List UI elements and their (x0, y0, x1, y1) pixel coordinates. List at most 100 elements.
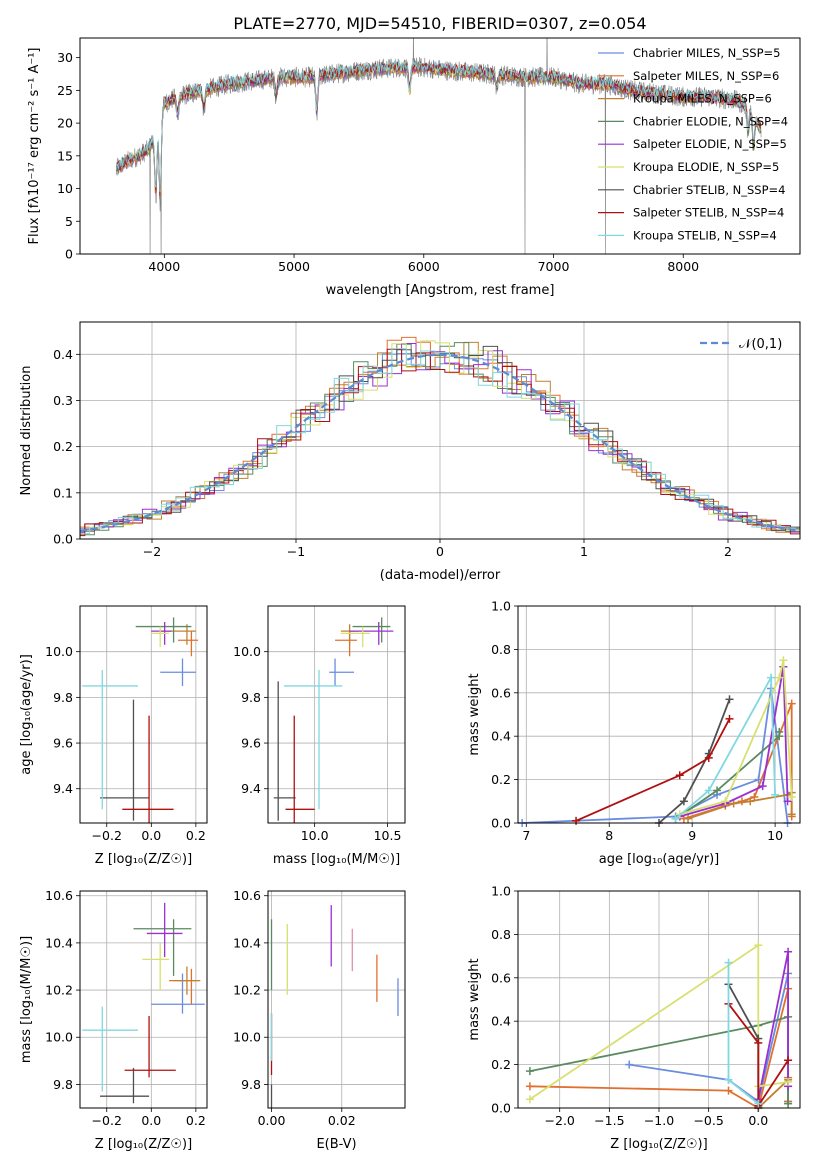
spectrum-lines (115, 38, 762, 254)
y-axis-label: mass weight (467, 958, 482, 1040)
errorbar-point (160, 624, 196, 645)
y-axis-label: Flux [fλ10⁻¹⁷ erg cm⁻² s⁻¹ A⁻¹] (27, 48, 42, 245)
legend-label: Kroupa MILES, N_SSP=6 (633, 92, 772, 106)
y-tick-label: 0 (65, 247, 73, 262)
errorbar-point (133, 919, 192, 976)
y-tick-label: 0.8 (491, 927, 511, 942)
weight-marker (754, 1099, 763, 1108)
y-tick-label: 0.6 (491, 970, 511, 985)
x-tick-label: −1 (287, 544, 305, 559)
y-tick-label: 1.0 (491, 599, 511, 614)
x-tick-label: −0.5 (693, 1113, 723, 1128)
figure-title: PLATE=2770, MJD=54510, FIBERID=0307, z=0… (233, 14, 646, 33)
x-tick-label: 9 (688, 828, 696, 843)
x-tick-label: −2 (143, 544, 161, 559)
axes-frame (79, 321, 801, 540)
y-tick-label: 0.2 (491, 1057, 511, 1072)
weight-marker (754, 941, 763, 950)
legend-label: Salpeter MILES, N_SSP=6 (633, 69, 779, 83)
errorbar-point (178, 631, 199, 657)
weight-marker (784, 1056, 793, 1065)
weight-marker (725, 695, 734, 704)
errorbar-point (340, 624, 359, 645)
x-tick-label: 0 (436, 544, 444, 559)
x-axis-label: Z [log₁₀(Z/Z☉)] (95, 1137, 192, 1152)
x-tick-label: −0.2 (92, 828, 122, 843)
y-tick-label: 9.8 (53, 1077, 73, 1092)
weight-series-line (727, 962, 759, 1105)
weight-marker (724, 1086, 733, 1095)
y-tick-label: 0.0 (491, 816, 511, 831)
y-tick-label: 0.6 (491, 685, 511, 700)
y-axis-label: mass weight (467, 673, 482, 755)
weight-marker (775, 727, 784, 736)
x-tick-label: 0.0 (141, 1113, 161, 1128)
errorbar-points (82, 617, 199, 823)
y-tick-label: 0.3 (53, 393, 73, 408)
x-tick-label: 10.5 (374, 828, 402, 843)
errorbar-point (160, 658, 196, 686)
x-tick-label: 0.02 (328, 1113, 356, 1128)
y-tick-label: 0.0 (491, 1101, 511, 1116)
x-axis-label: Z [log₁₀(Z/Z☉)] (610, 1137, 707, 1152)
y-axis-label: Normed distribution (19, 366, 34, 496)
normal-curve (80, 353, 800, 532)
y-tick-label: 10 (57, 181, 73, 196)
histogram-series (80, 343, 800, 534)
y-tick-label: 9.6 (241, 736, 261, 751)
errorbar-points (82, 902, 205, 1104)
y-tick-label: 0.4 (53, 347, 73, 362)
errorbar-point (173, 966, 201, 995)
x-axis-label: E(B-V) (316, 1137, 356, 1152)
y-tick-label: 10.0 (233, 1030, 261, 1045)
y-tick-label: 10.0 (45, 1030, 73, 1045)
spectrum-model-line (115, 59, 762, 192)
errorbar-point (329, 658, 354, 686)
weight-marker (572, 816, 581, 825)
x-tick-label: 5000 (278, 259, 310, 274)
x-tick-label: 10 (767, 828, 783, 843)
weight-marker (679, 797, 688, 806)
weight-marker (775, 673, 784, 682)
axes-frame (267, 605, 406, 824)
weight-series-line (757, 951, 789, 1100)
spectrum-legend: Chabrier MILES, N_SSP=5 Salpeter MILES, N… (598, 46, 788, 242)
errorbar-point (335, 631, 357, 657)
legend-label: Kroupa ELODIE, N_SSP=5 (633, 160, 779, 174)
errorbar-point (273, 681, 296, 821)
legend-label: Chabrier ELODIE, N_SSP=4 (633, 114, 788, 128)
weight-marker (704, 786, 713, 795)
x-tick-label: 10.0 (301, 828, 329, 843)
weight-marker (758, 782, 767, 791)
errorbar-point (340, 626, 371, 648)
x-tick-label: −1.5 (594, 1113, 624, 1128)
y-tick-label: 0.8 (491, 642, 511, 657)
errorbar-point (122, 715, 174, 823)
y-tick-label: 0.0 (53, 532, 73, 547)
weight-series-line (522, 688, 789, 824)
weight-series-line (727, 983, 760, 1108)
y-tick-label: 15 (57, 148, 73, 163)
axes-frame (79, 37, 801, 255)
x-tick-label: 0.0 (141, 828, 161, 843)
y-tick-label: 9.4 (53, 781, 73, 796)
weight-marker (721, 797, 730, 806)
y-tick-label: 0.1 (53, 485, 73, 500)
y-tick-label: 10.0 (45, 644, 73, 659)
weight-marker (771, 790, 780, 799)
weight-lines (518, 656, 796, 827)
x-tick-label: 0.0 (748, 1113, 768, 1128)
x-tick-label: 6000 (408, 259, 440, 274)
x-axis-label: Z [log₁₀(Z/Z☉)] (95, 852, 192, 867)
y-tick-label: 30 (57, 50, 73, 65)
weight-marker (724, 1075, 733, 1084)
legend-label: 𝒩(0,1) (739, 337, 782, 352)
x-tick-label: 1 (580, 544, 588, 559)
y-tick-label: 9.4 (241, 781, 261, 796)
errorbar-point (124, 1016, 176, 1078)
x-tick-label: 0.2 (186, 828, 206, 843)
errorbar-point (146, 902, 183, 958)
weight-marker (684, 814, 693, 823)
y-axis-label: age [log₁₀(age/yr)] (19, 654, 34, 775)
